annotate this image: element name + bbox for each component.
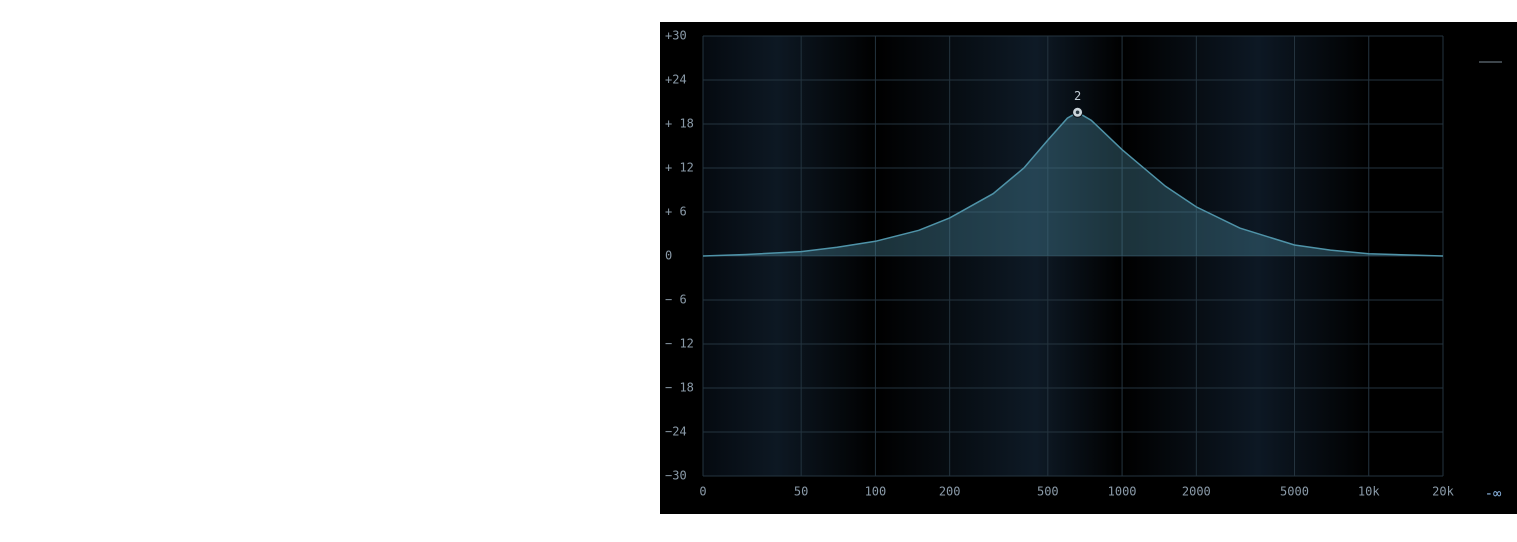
y-tick-label: −24 <box>665 425 687 439</box>
y-tick-label: + 6 <box>665 205 687 219</box>
x-tick-label: 10k <box>1358 485 1380 499</box>
x-tick-label: 5000 <box>1280 485 1309 499</box>
y-tick-label: − 18 <box>665 381 694 395</box>
area-fill <box>703 112 1443 256</box>
y-tick-label: +30 <box>665 29 687 43</box>
x-tick-label: 50 <box>794 485 808 499</box>
y-tick-label: − 12 <box>665 337 694 351</box>
y-tick-label: 0 <box>665 249 672 263</box>
x-tick-label: 20k <box>1432 485 1454 499</box>
band-node-label: 2 <box>1074 89 1081 103</box>
x-tick-label: 2000 <box>1182 485 1211 499</box>
y-tick-label: − 6 <box>665 293 687 307</box>
eq-curve <box>702 111 1444 257</box>
y-tick-label: + 12 <box>665 161 694 175</box>
x-tick-label: 500 <box>1037 485 1059 499</box>
y-tick-label: −30 <box>665 469 687 483</box>
x-tick-label: 200 <box>939 485 961 499</box>
meter-label: -∞ <box>1485 486 1502 502</box>
x-tick-label: 0 <box>699 485 706 499</box>
band-node-dot <box>1075 110 1080 115</box>
x-tick-label: 1000 <box>1108 485 1137 499</box>
y-tick-label: + 18 <box>665 117 694 131</box>
x-tick-label: 100 <box>865 485 887 499</box>
y-tick-label: +24 <box>665 73 687 87</box>
